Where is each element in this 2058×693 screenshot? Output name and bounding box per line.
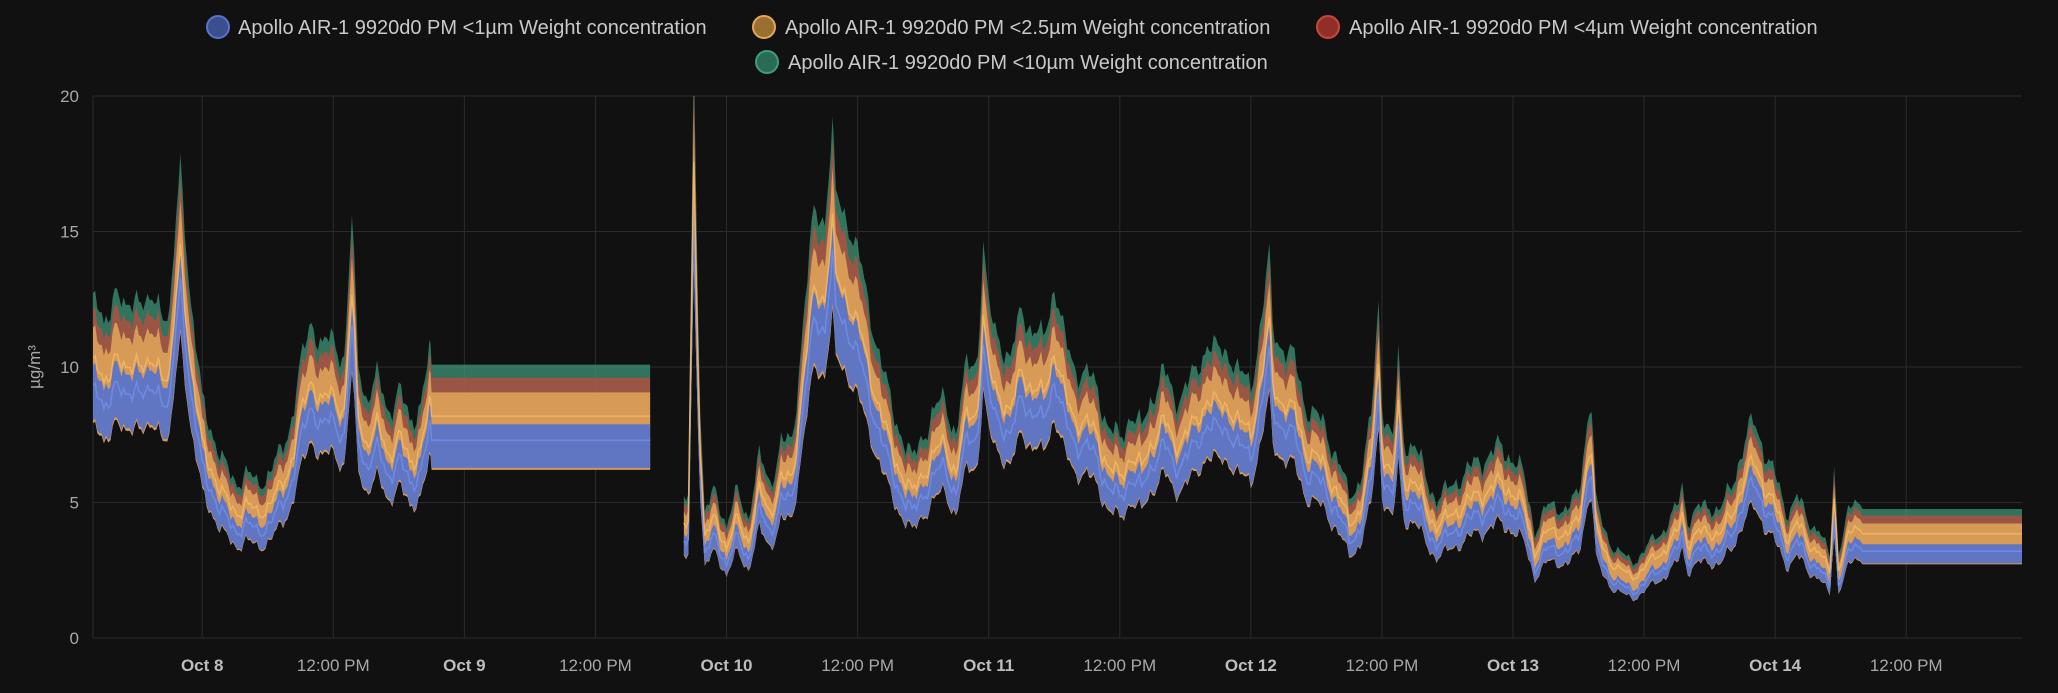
x-tick-label: Oct 14 [1749, 656, 1802, 675]
legend-swatch-pm10 [755, 50, 779, 74]
x-tick-label: Oct 9 [443, 656, 486, 675]
series-line-pm1-seg-1 [683, 200, 2022, 597]
x-tick-label: Oct 13 [1487, 656, 1539, 675]
series-line-pm1-seg-0 [93, 277, 651, 539]
legend-label-pm10: Apollo AIR-1 9920d0 PM <10µm Weight conc… [788, 52, 1268, 74]
legend-swatch-pm25 [752, 15, 776, 39]
series-band-0-seg-1 [683, 165, 2022, 601]
legend-item-pm1[interactable]: Apollo AIR-1 9920d0 PM <1µm Weight conce… [206, 15, 707, 39]
legend-label-pm25: Apollo AIR-1 9920d0 PM <2.5µm Weight con… [785, 17, 1270, 39]
legend-label-pm1: Apollo AIR-1 9920d0 PM <1µm Weight conce… [238, 17, 707, 39]
x-tick-label: 12:00 PM [1870, 656, 1943, 675]
y-tick-label: 5 [70, 494, 79, 513]
legend-item-pm10[interactable]: Apollo AIR-1 9920d0 PM <10µm Weight conc… [755, 50, 1268, 74]
legend-item-pm25[interactable]: Apollo AIR-1 9920d0 PM <2.5µm Weight con… [752, 15, 1270, 39]
x-axis-ticks: Oct 8 12:00 PM Oct 9 12:00 PM Oct 10 12:00 PM… [181, 656, 1943, 675]
x-tick-label: 12:00 PM [1346, 656, 1419, 675]
y-axis-label: µg/m³ [25, 345, 44, 389]
x-tick-label: 12:00 PM [297, 656, 370, 675]
x-tick-label: Oct 11 [963, 656, 1014, 675]
y-axis-ticks: 0 5 10 15 20 [60, 87, 79, 648]
legend-swatch-pm4 [1316, 15, 1340, 39]
series-line-pm25-seg-1 [683, 161, 2022, 582]
series-line-pm25-seg-0 [93, 244, 651, 520]
y-tick-label: 20 [60, 87, 79, 106]
x-tick-label: 12:00 PM [1608, 656, 1681, 675]
series-band-1-seg-1 [683, 109, 2022, 602]
legend-item-pm4[interactable]: Apollo AIR-1 9920d0 PM <4µm Weight conce… [1316, 15, 1818, 39]
x-tick-label: 12:00 PM [1083, 656, 1156, 675]
y-tick-label: 0 [70, 629, 79, 648]
legend-label-pm4: Apollo AIR-1 9920d0 PM <4µm Weight conce… [1349, 17, 1818, 39]
y-tick-label: 10 [60, 358, 79, 377]
x-tick-label: Oct 10 [701, 656, 753, 675]
y-tick-label: 15 [60, 223, 79, 242]
x-tick-label: Oct 12 [1225, 656, 1277, 675]
x-tick-label: 12:00 PM [821, 656, 894, 675]
series-layer [93, 96, 2022, 602]
legend: Apollo AIR-1 9920d0 PM <1µm Weight conce… [206, 15, 1818, 74]
x-tick-label: 12:00 PM [559, 656, 632, 675]
x-tick-label: Oct 8 [181, 656, 224, 675]
legend-swatch-pm1 [206, 15, 230, 39]
